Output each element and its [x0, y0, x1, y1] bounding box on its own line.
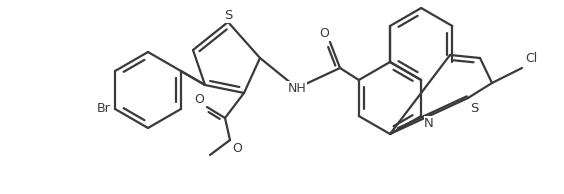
- Text: S: S: [470, 102, 478, 115]
- Text: S: S: [224, 9, 232, 22]
- Text: O: O: [232, 142, 242, 155]
- Text: O: O: [319, 27, 329, 40]
- Text: NH: NH: [288, 81, 306, 94]
- Text: O: O: [194, 93, 204, 106]
- Text: Br: Br: [96, 102, 110, 115]
- Text: Cl: Cl: [525, 52, 537, 65]
- Text: N: N: [424, 117, 434, 130]
